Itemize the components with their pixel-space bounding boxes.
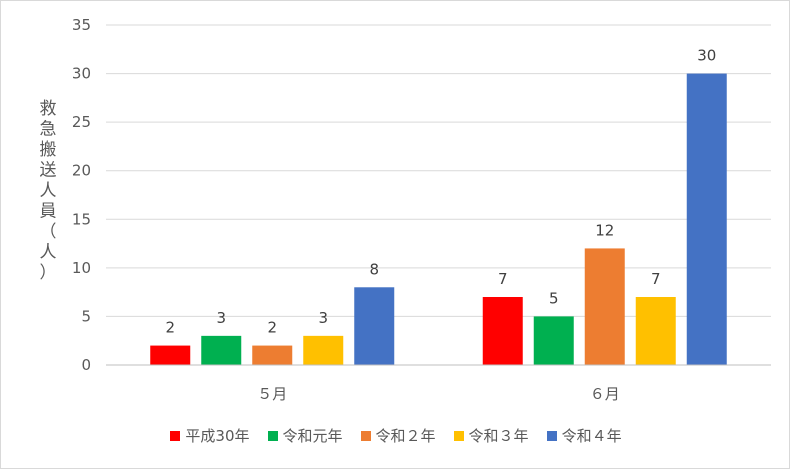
legend: 平成30年 令和元年 令和２年 令和３年 令和４年 (1, 425, 790, 446)
y-axis-ticks: 0 5 10 15 20 25 30 35 (72, 16, 91, 374)
legend-label: 令和４年 (561, 427, 622, 445)
gridlines (106, 24, 771, 317)
bar-2-3 (584, 248, 625, 365)
legend-label: 令和３年 (468, 427, 529, 445)
bars (150, 73, 727, 366)
legend-label: 令和２年 (375, 427, 436, 445)
legend-item: 令和３年 (453, 425, 529, 446)
bar-2-1 (482, 297, 523, 365)
data-label: 8 (369, 260, 379, 278)
bar-2-4 (635, 297, 676, 365)
legend-swatch (267, 430, 278, 441)
data-label: 2 (165, 319, 175, 337)
y-tick-label: 15 (72, 210, 91, 228)
legend-swatch (546, 430, 557, 441)
bar-1-5 (354, 287, 395, 365)
data-label: 2 (267, 319, 277, 337)
bar-2-5 (686, 73, 727, 366)
bar-1-3 (252, 345, 293, 365)
bar-2-2 (533, 316, 574, 365)
data-labels: 2 3 2 3 8 7 5 12 7 30 (165, 47, 716, 337)
y-tick-label: 10 (72, 259, 91, 277)
x-category-label: ６月 (590, 385, 620, 403)
data-label: 12 (595, 221, 614, 239)
data-label: 30 (697, 47, 716, 65)
y-tick-label: 30 (72, 65, 91, 83)
legend-item: 令和元年 (267, 425, 343, 446)
y-tick-label: 20 (72, 162, 91, 180)
legend-swatch (453, 430, 464, 441)
y-axis-label: 救急搬送人員（人） (40, 99, 57, 283)
data-label: 3 (318, 309, 328, 327)
data-label: 5 (549, 289, 559, 307)
legend-swatch (360, 430, 371, 441)
bar-chart: 0 5 10 15 20 25 30 35 2 3 2 3 8 7 5 12 7 30 ５月 ６月 救急搬送人員（… (40, 16, 771, 403)
bar-1-4 (303, 335, 344, 365)
y-tick-label: 35 (72, 16, 91, 34)
data-label: 7 (651, 270, 661, 288)
bar-1-1 (150, 345, 191, 365)
x-axis-categories: ５月 ６月 (257, 385, 620, 403)
x-category-label: ５月 (257, 385, 287, 403)
legend-item: 平成30年 (170, 425, 250, 446)
bar-1-2 (201, 335, 242, 365)
y-tick-label: 25 (72, 113, 91, 131)
data-label: 7 (498, 270, 508, 288)
legend-label: 令和元年 (282, 427, 343, 445)
legend-item: 令和４年 (546, 425, 622, 446)
y-tick-label: 5 (81, 307, 91, 325)
legend-label: 平成30年 (185, 427, 250, 445)
data-label: 3 (216, 309, 226, 327)
legend-item: 令和２年 (360, 425, 436, 446)
legend-swatch (170, 430, 181, 441)
y-tick-label: 0 (81, 356, 91, 374)
